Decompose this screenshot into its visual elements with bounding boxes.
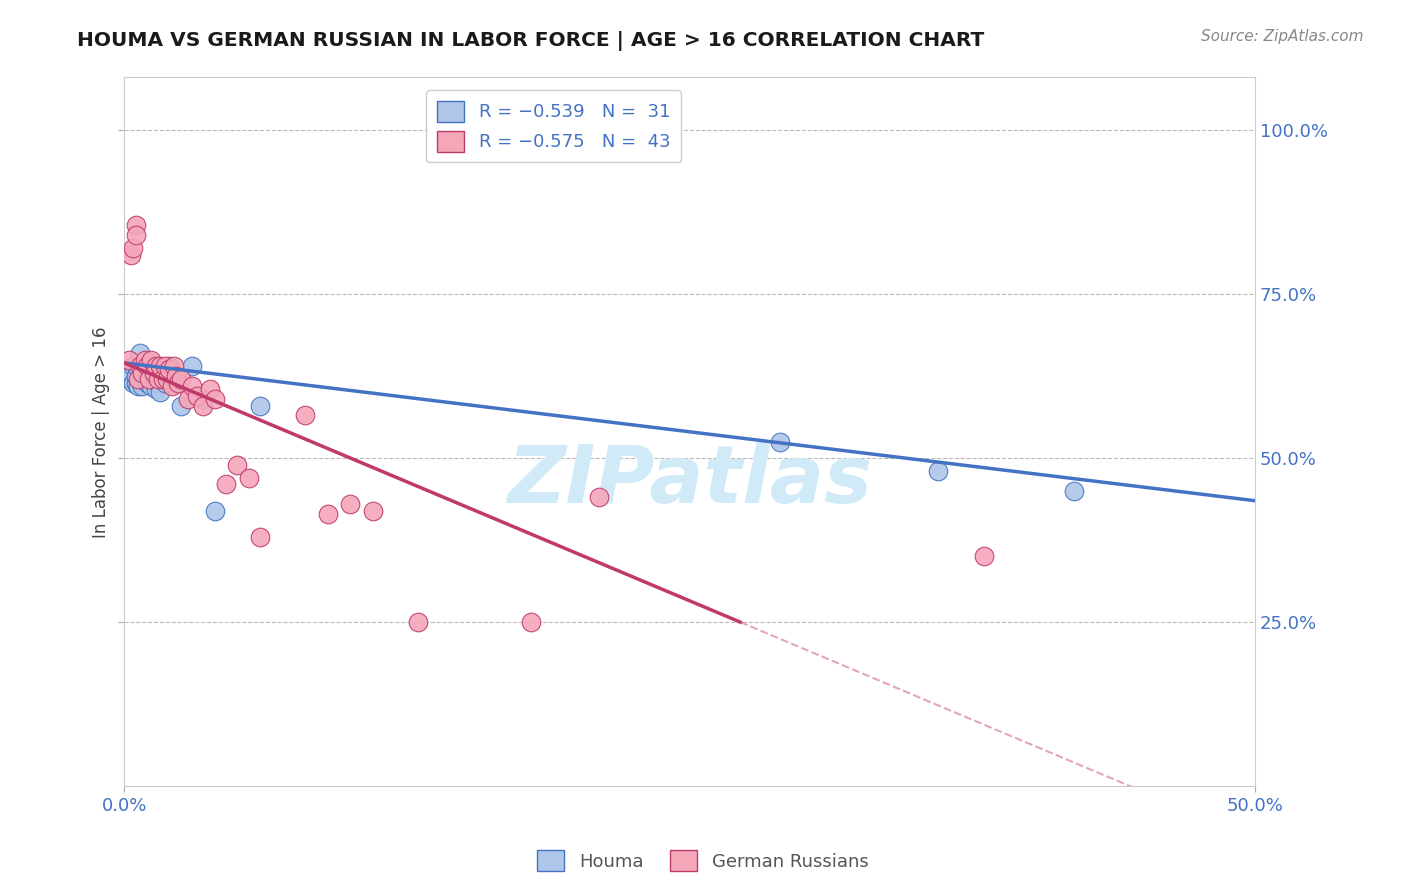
Point <box>129 346 152 360</box>
Point <box>149 385 172 400</box>
Point <box>249 530 271 544</box>
Point <box>149 359 172 374</box>
Point <box>138 372 160 386</box>
Point <box>163 359 186 374</box>
Point <box>294 409 316 423</box>
Point <box>141 352 163 367</box>
Point <box>127 372 149 386</box>
Point <box>165 369 187 384</box>
Point <box>159 359 181 374</box>
Point <box>122 376 145 390</box>
Point <box>118 372 141 386</box>
Point <box>927 464 949 478</box>
Point <box>153 376 176 390</box>
Point <box>249 399 271 413</box>
Point <box>142 366 165 380</box>
Point <box>145 359 167 374</box>
Text: ZIPatlas: ZIPatlas <box>508 442 872 520</box>
Point <box>146 376 169 390</box>
Point <box>520 615 543 629</box>
Point <box>131 379 153 393</box>
Point <box>124 227 146 242</box>
Point <box>1063 483 1085 498</box>
Point <box>118 352 141 367</box>
Point <box>127 379 149 393</box>
Point <box>124 218 146 232</box>
Text: HOUMA VS GERMAN RUSSIAN IN LABOR FORCE | AGE > 16 CORRELATION CHART: HOUMA VS GERMAN RUSSIAN IN LABOR FORCE |… <box>77 31 984 51</box>
Point <box>120 247 142 261</box>
Point <box>124 376 146 390</box>
Point <box>406 615 429 629</box>
Point <box>204 503 226 517</box>
Point <box>167 376 190 390</box>
Point <box>131 366 153 380</box>
Point <box>588 491 610 505</box>
Point <box>163 376 186 390</box>
Point <box>142 369 165 384</box>
Point <box>135 376 157 390</box>
Point <box>160 379 183 393</box>
Point <box>193 392 215 406</box>
Point <box>146 372 169 386</box>
Point <box>138 359 160 374</box>
Point <box>316 507 339 521</box>
Point <box>124 369 146 384</box>
Legend: Houma, German Russians: Houma, German Russians <box>530 843 876 879</box>
Point <box>134 352 156 367</box>
Legend: R = −0.539   N =  31, R = −0.575   N =  43: R = −0.539 N = 31, R = −0.575 N = 43 <box>426 90 682 162</box>
Y-axis label: In Labor Force | Age > 16: In Labor Force | Age > 16 <box>93 326 110 538</box>
Point <box>135 366 157 380</box>
Point <box>361 503 384 517</box>
Point <box>204 392 226 406</box>
Point <box>181 359 204 374</box>
Point <box>170 372 193 386</box>
Point <box>186 389 208 403</box>
Point <box>129 359 152 374</box>
Point <box>120 366 142 380</box>
Point <box>152 372 174 386</box>
Point <box>973 549 995 564</box>
Point <box>198 382 221 396</box>
Point <box>238 471 260 485</box>
Point <box>769 434 792 449</box>
Point <box>127 362 149 376</box>
Point <box>156 372 179 386</box>
Point <box>226 458 249 472</box>
Point <box>145 382 167 396</box>
Point <box>176 392 198 406</box>
Point <box>339 497 361 511</box>
Text: Source: ZipAtlas.com: Source: ZipAtlas.com <box>1201 29 1364 44</box>
Point <box>215 477 238 491</box>
Point <box>135 359 157 374</box>
Point <box>181 379 204 393</box>
Point <box>153 359 176 374</box>
Point <box>122 241 145 255</box>
Point <box>134 369 156 384</box>
Point <box>141 379 163 393</box>
Point <box>152 362 174 376</box>
Point <box>170 399 193 413</box>
Point <box>159 362 181 376</box>
Point <box>122 359 145 374</box>
Point <box>193 399 215 413</box>
